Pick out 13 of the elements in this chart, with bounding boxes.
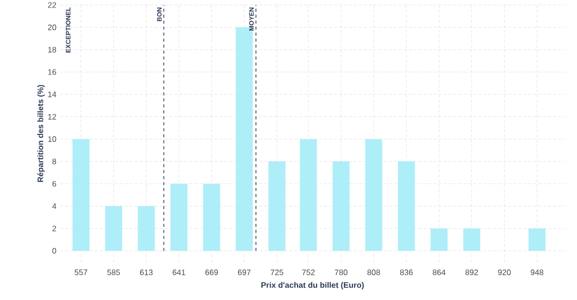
bar [138,206,155,251]
bar [203,184,220,251]
bar [430,228,448,251]
bar [528,228,546,251]
bar [170,184,188,251]
bar [72,139,90,251]
bar [300,139,317,251]
bar [105,206,122,251]
bar [365,139,382,251]
bar [332,161,350,251]
bar [463,228,480,251]
bar [398,161,415,251]
bar [268,161,286,251]
